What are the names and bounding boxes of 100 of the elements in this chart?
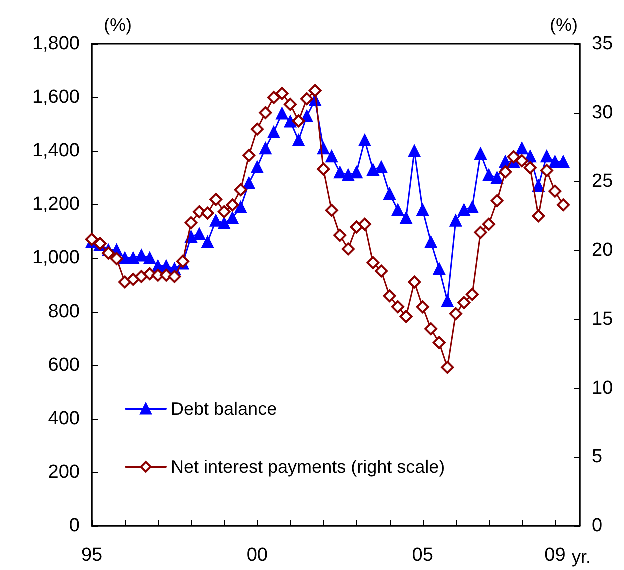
y2-tick-label: 10 [592,378,614,399]
point [292,134,305,147]
point [144,252,156,264]
point [432,336,446,350]
point [202,236,214,248]
point [424,236,438,248]
point [400,310,413,324]
point [242,149,256,162]
legend-label: Net interest payments (right scale) [171,457,446,477]
point [284,116,297,128]
point [450,214,462,227]
point [400,212,412,224]
point [424,322,438,336]
point [334,166,346,179]
point [226,198,240,212]
point [548,184,562,198]
point [234,201,248,214]
legend-label: Debt balance [171,399,278,419]
point [540,164,554,178]
point [317,162,330,176]
point [292,114,306,128]
point [532,210,546,223]
point [408,276,422,289]
point [334,228,347,242]
point [358,218,372,231]
point [226,212,239,224]
point [184,216,198,230]
point [251,161,264,174]
point [375,161,388,174]
y2-tick-label: 15 [592,308,614,330]
point [110,252,124,266]
point [466,288,479,302]
point [268,126,280,139]
point [491,172,504,184]
y-tick-label: 1,400 [32,140,80,162]
point [408,144,421,158]
point [325,204,338,218]
point [218,206,231,219]
y-tick-label: 800 [48,301,80,322]
point [259,106,272,120]
y-tick-label: 200 [48,462,80,483]
point [507,150,520,164]
point [490,194,504,208]
point [532,180,545,192]
point [250,122,264,136]
point [102,246,116,260]
point [358,134,372,147]
point [260,142,272,155]
y-axis-title: (%) [104,15,132,35]
point [416,300,430,314]
point [350,166,363,179]
y2-tick-label: 30 [592,102,614,124]
point [135,270,148,284]
x-tick-label: 09 [544,545,566,566]
point [326,150,338,163]
point [308,84,322,98]
point [474,148,487,160]
x-axis-title: yr. [572,547,592,567]
point [374,264,388,278]
point [384,188,396,200]
point [482,218,496,231]
point [540,150,554,163]
y-tick-label: 600 [48,354,80,376]
y2-tick-label: 20 [592,240,614,262]
point [118,276,132,289]
point [126,272,140,286]
point [193,228,206,240]
point [367,164,380,176]
point [243,177,256,190]
point [218,217,230,230]
point [276,87,289,100]
y2-tick-label: 0 [592,516,603,536]
point [524,161,537,174]
point [416,204,429,216]
y2-tick-label: 25 [592,171,614,192]
point [284,98,298,112]
point [458,204,470,216]
point [442,294,454,308]
x-tick-label: 00 [246,545,268,566]
point [201,206,214,220]
point [499,166,512,179]
y2-tick-label: 35 [592,34,614,54]
y-tick-label: 1,000 [32,248,80,269]
point [276,107,288,120]
x-tick-label: 05 [412,545,434,566]
point [267,91,280,104]
point [135,249,148,262]
point [516,154,529,168]
point [433,262,446,276]
y-tick-label: 0 [69,516,80,536]
point [127,252,140,264]
point [458,296,471,310]
y-tick-label: 400 [48,408,80,430]
y-tick-label: 1,200 [32,194,80,216]
point [474,226,488,240]
point [466,201,479,214]
point [168,270,182,284]
point [210,193,223,206]
point [556,198,570,212]
point [441,361,454,374]
